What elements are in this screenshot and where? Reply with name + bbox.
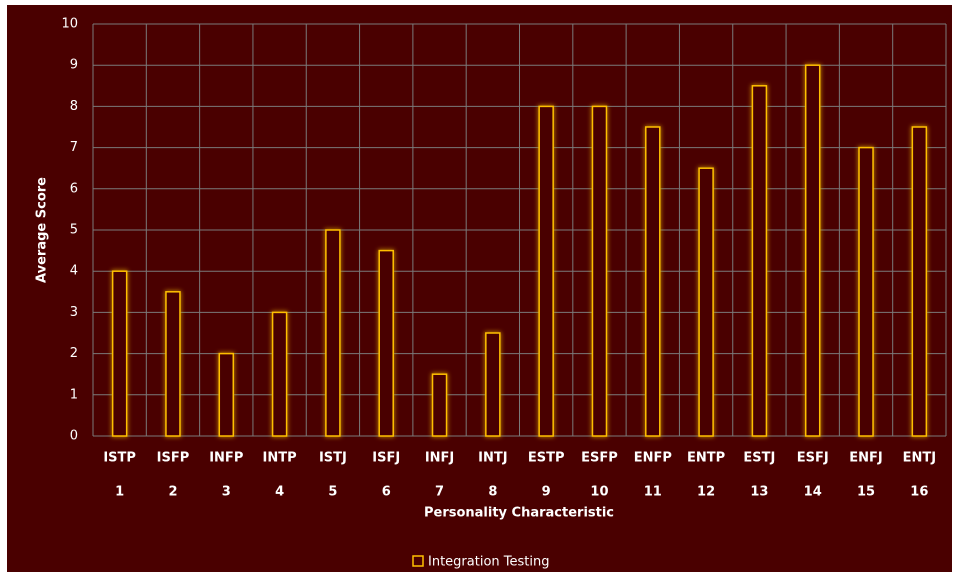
y-tick-label: 5 (70, 223, 78, 238)
bar (218, 352, 235, 437)
x-tick-label: ENTJ (903, 451, 936, 466)
chart-background (7, 5, 952, 572)
x-tick-label: ENFJ (849, 451, 882, 466)
y-tick-label: 10 (61, 17, 78, 32)
x-tick-number: 4 (275, 485, 284, 500)
y-tick-label: 9 (70, 58, 78, 73)
bar (591, 105, 608, 437)
y-tick-label: 4 (70, 264, 78, 279)
bar (538, 105, 554, 437)
bar (858, 146, 874, 437)
bar (378, 249, 394, 437)
bar (431, 373, 448, 437)
bar (804, 64, 821, 437)
x-tick-number: 15 (857, 485, 875, 500)
y-tick-label: 0 (70, 429, 78, 444)
x-tick-number: 6 (382, 485, 391, 500)
x-tick-number: 9 (542, 485, 551, 500)
x-tick-label: INFJ (425, 451, 454, 466)
x-tick-number: 8 (488, 485, 497, 500)
bar (165, 291, 181, 437)
x-tick-number: 10 (590, 485, 608, 500)
x-tick-number: 12 (697, 485, 715, 500)
bar (271, 311, 288, 437)
y-axis-title: Average Score (35, 177, 50, 283)
bar (325, 229, 341, 437)
x-tick-label: ISFJ (372, 451, 400, 466)
x-tick-number: 16 (910, 485, 928, 500)
x-tick-label: ESTP (528, 451, 565, 466)
bar (485, 332, 501, 437)
y-tick-label: 3 (70, 305, 78, 320)
y-tick-label: 2 (70, 346, 78, 361)
x-tick-label: ENTP (687, 451, 725, 466)
x-tick-number: 1 (115, 485, 124, 500)
bar (645, 126, 661, 437)
x-tick-label: ISFP (157, 451, 190, 466)
y-tick-label: 8 (70, 99, 78, 114)
x-tick-number: 2 (168, 485, 177, 500)
x-tick-label: INTJ (478, 451, 507, 466)
x-tick-number: 11 (644, 485, 662, 500)
bar (911, 126, 928, 437)
x-tick-label: ISTJ (319, 451, 347, 466)
x-tick-label: ESFP (581, 451, 618, 466)
x-tick-label: ENFP (634, 451, 672, 466)
x-tick-number: 14 (804, 485, 822, 500)
bar (111, 270, 128, 437)
x-tick-number: 5 (328, 485, 337, 500)
legend-label: Integration Testing (428, 555, 549, 570)
x-tick-label: INFP (209, 451, 243, 466)
x-tick-number: 7 (435, 485, 444, 500)
x-axis-title: Personality Characteristic (424, 506, 614, 521)
y-tick-label: 7 (70, 140, 78, 155)
x-tick-label: ISTP (103, 451, 136, 466)
bar (751, 85, 768, 437)
x-tick-label: ESFJ (797, 451, 829, 466)
x-tick-label: INTP (263, 451, 297, 466)
y-tick-label: 1 (70, 387, 78, 402)
y-tick-label: 6 (70, 181, 78, 196)
x-tick-number: 3 (222, 485, 231, 500)
x-tick-label: ESTJ (743, 451, 775, 466)
legend-swatch (412, 555, 424, 567)
bar (698, 167, 714, 437)
x-tick-number: 13 (750, 485, 768, 500)
